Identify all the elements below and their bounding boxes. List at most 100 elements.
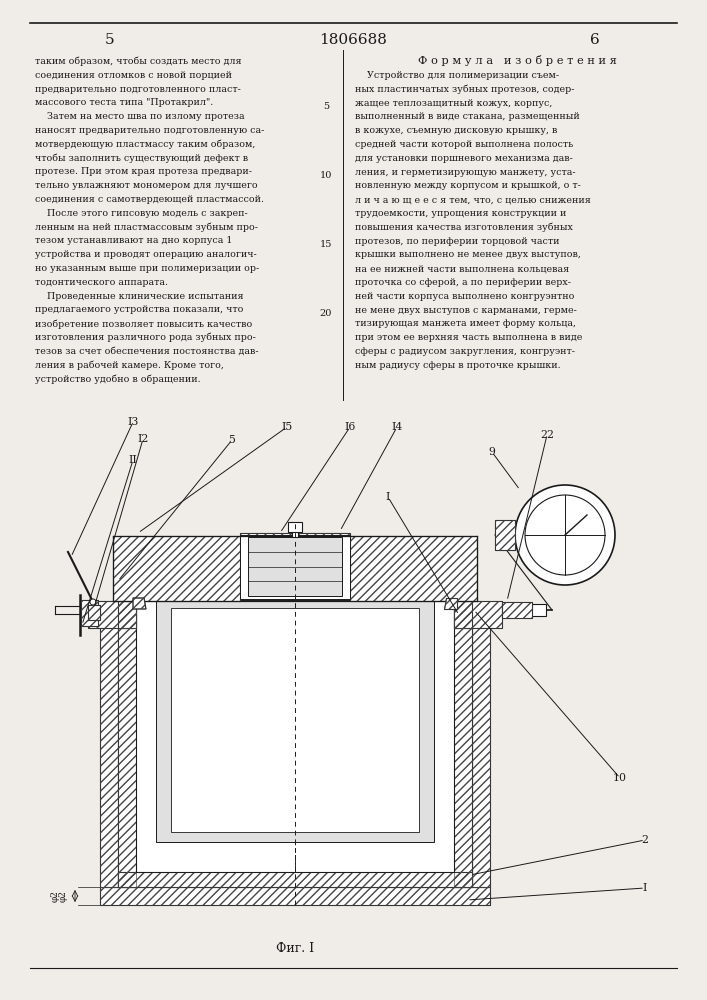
Text: но указанным выше при полимеризации ор-: но указанным выше при полимеризации ор- [35,264,259,273]
Text: протезе. При этом края протеза предвари-: протезе. При этом края протеза предвари- [35,167,252,176]
Polygon shape [136,595,454,872]
Polygon shape [88,601,136,628]
Text: сферы с радиусом закругления, конгруэнт-: сферы с радиусом закругления, конгруэнт- [355,347,575,356]
Polygon shape [292,528,298,537]
Text: I4: I4 [392,422,402,432]
Text: После этого гипсовую модель с закреп-: После этого гипсовую модель с закреп- [35,209,247,218]
Text: ным радиусу сферы в проточке крышки.: ным радиусу сферы в проточке крышки. [355,361,561,370]
Polygon shape [118,595,136,887]
Text: I3: I3 [127,417,139,427]
Polygon shape [113,536,240,601]
Text: Затем на место шва по излому протеза: Затем на место шва по излому протеза [35,112,245,121]
Text: тезом устанавливают на дно корпуса 1: тезом устанавливают на дно корпуса 1 [35,236,233,245]
Text: на ее нижней части выполнена кольцевая: на ее нижней части выполнена кольцевая [355,264,569,273]
Text: 15: 15 [320,240,332,249]
Text: устройство удобно в обращении.: устройство удобно в обращении. [35,374,201,384]
Polygon shape [530,604,546,616]
Polygon shape [88,605,100,620]
Text: трудоемкости, упрощения конструкции и: трудоемкости, упрощения конструкции и [355,209,566,218]
Text: 10: 10 [320,171,332,180]
Polygon shape [444,598,457,609]
Text: φ2: φ2 [59,890,67,902]
Polygon shape [100,610,118,887]
Text: жащее теплозащитный кожух, корпус,: жащее теплозащитный кожух, корпус, [355,99,552,108]
Polygon shape [248,537,342,596]
Text: 10: 10 [613,773,627,783]
Text: наносят предварительно подготовленную са-: наносят предварительно подготовленную са… [35,126,264,135]
Text: 9: 9 [489,447,496,457]
Text: новленную между корпусом и крышкой, о т-: новленную между корпусом и крышкой, о т- [355,181,581,190]
Text: тезов за счет обеспечения постоянства дав-: тезов за счет обеспечения постоянства да… [35,347,259,356]
Text: изготовления различного рода зубных про-: изготовления различного рода зубных про- [35,333,256,342]
Polygon shape [495,520,515,550]
Polygon shape [288,522,302,532]
Text: массового теста типа "Протакрил".: массового теста типа "Протакрил". [35,98,214,107]
Polygon shape [350,536,477,601]
Text: выполненный в виде стакана, размещенный: выполненный в виде стакана, размещенный [355,112,580,121]
Polygon shape [502,602,532,618]
Text: проточка со сферой, а по периферии верх-: проточка со сферой, а по периферии верх- [355,278,571,287]
Polygon shape [171,608,419,832]
Circle shape [515,485,615,585]
Text: ления в рабочей камере. Кроме того,: ления в рабочей камере. Кроме того, [35,361,224,370]
Polygon shape [118,610,472,887]
Circle shape [90,599,96,605]
Polygon shape [81,600,98,626]
Polygon shape [454,601,472,628]
Polygon shape [472,610,490,887]
Text: 5: 5 [228,435,235,445]
Text: 5: 5 [105,33,115,47]
Text: I2: I2 [137,434,148,444]
Text: соединения отломков с новой порцией: соединения отломков с новой порцией [35,71,232,80]
Text: I5: I5 [281,422,293,432]
Text: Ф о р м у л а   и з о б р е т е н и я: Ф о р м у л а и з о б р е т е н и я [418,55,617,66]
Text: не мене двух выступов с карманами, герме-: не мене двух выступов с карманами, герме… [355,306,577,315]
Text: 5: 5 [323,102,329,111]
Text: ней части корпуса выполнено конгруэнтно: ней части корпуса выполнено конгруэнтно [355,292,574,301]
Text: изобретение позволяет повысить качество: изобретение позволяет повысить качество [35,319,252,329]
Text: ленным на ней пластмассовым зубным про-: ленным на ней пластмассовым зубным про- [35,223,258,232]
Text: Проведенные клинические испытания: Проведенные клинические испытания [35,292,244,301]
Text: тельно увлажняют мономером для лучшего: тельно увлажняют мономером для лучшего [35,181,257,190]
Text: соединения с самотвердеющей пластмассой.: соединения с самотвердеющей пластмассой. [35,195,264,204]
Text: при этом ее верхняя часть выполнена в виде: при этом ее верхняя часть выполнена в ви… [355,333,583,342]
Text: I: I [643,883,647,893]
Text: предварительно подготовленного пласт-: предварительно подготовленного пласт- [35,85,241,94]
Text: 6: 6 [590,33,600,47]
Text: протезов, по периферии торцовой части: протезов, по периферии торцовой части [355,237,559,246]
Text: в кожухе, съемную дисковую крышку, в: в кожухе, съемную дисковую крышку, в [355,126,557,135]
Text: устройства и проводят операцию аналогич-: устройства и проводят операцию аналогич- [35,250,257,259]
Polygon shape [454,595,472,887]
Text: I6: I6 [344,422,356,432]
Text: для установки поршневого механизма дав-: для установки поршневого механизма дав- [355,154,573,163]
Polygon shape [156,600,434,842]
Text: ления, и герметизирующую манжету, уста-: ления, и герметизирующую манжету, уста- [355,168,575,177]
Polygon shape [118,601,136,628]
Text: л и ч а ю щ е е с я тем, что, с целью снижения: л и ч а ю щ е е с я тем, что, с целью сн… [355,195,591,204]
Circle shape [525,495,605,575]
Text: φ2: φ2 [50,890,59,902]
Text: крышки выполнено не менее двух выступов,: крышки выполнено не менее двух выступов, [355,250,581,259]
Polygon shape [240,535,350,599]
Text: мотвердеющую пластмассу таким образом,: мотвердеющую пластмассу таким образом, [35,140,255,149]
Text: ных пластинчатых зубных протезов, содер-: ных пластинчатых зубных протезов, содер- [355,85,575,94]
Text: 2: 2 [641,835,648,845]
Polygon shape [118,872,472,887]
Polygon shape [240,533,350,536]
Text: предлагаемого устройства показали, что: предлагаемого устройства показали, что [35,305,243,314]
Polygon shape [133,598,146,609]
Text: 1806688: 1806688 [319,33,387,47]
Text: I: I [386,492,390,502]
Text: чтобы заполнить существующий дефект в: чтобы заполнить существующий дефект в [35,154,248,163]
Text: II: II [129,455,137,465]
Text: Фиг. I: Фиг. I [276,942,314,954]
Text: средней части которой выполнена полость: средней части которой выполнена полость [355,140,573,149]
Polygon shape [100,887,490,905]
Polygon shape [454,601,502,628]
Text: 22: 22 [540,430,554,440]
Text: 20: 20 [320,309,332,318]
Text: повышения качества изготовления зубных: повышения качества изготовления зубных [355,223,573,232]
Text: Устройство для полимеризации съем-: Устройство для полимеризации съем- [355,71,559,80]
Text: таким образом, чтобы создать место для: таким образом, чтобы создать место для [35,57,242,66]
Text: тизирующая манжета имеет форму кольца,: тизирующая манжета имеет форму кольца, [355,319,576,328]
